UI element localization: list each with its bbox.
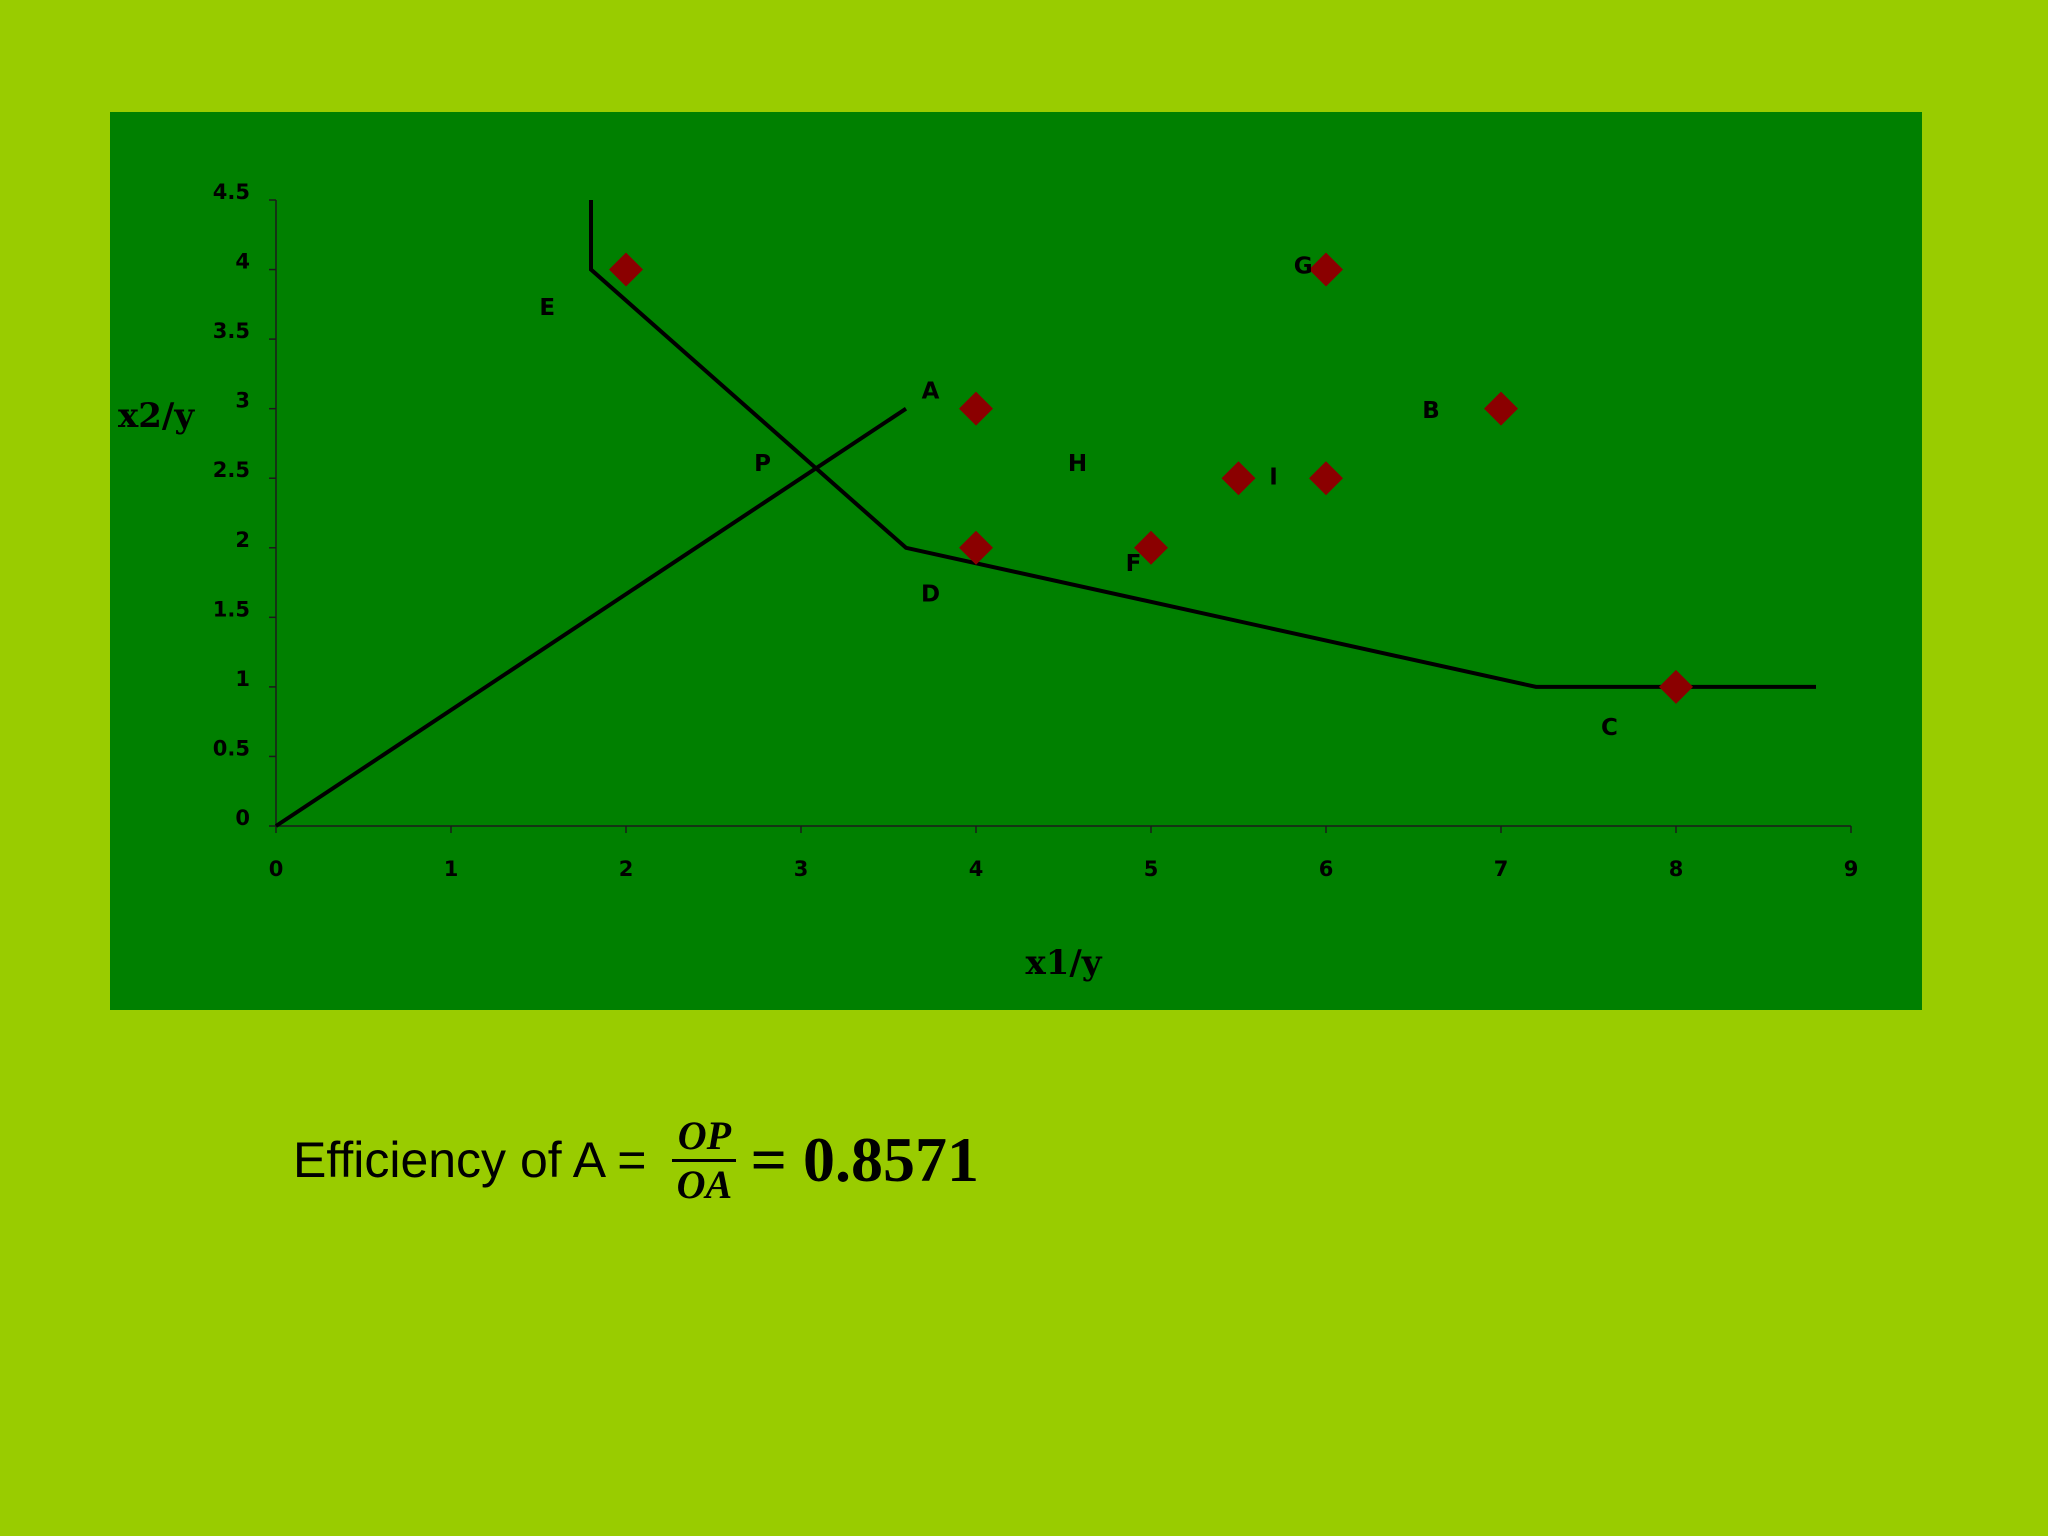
x-tick-label: 6 <box>1319 857 1334 881</box>
x-tick-label: 7 <box>1494 857 1509 881</box>
data-point-marker <box>1134 530 1168 565</box>
x-tick-label: 0 <box>269 857 284 881</box>
x-tick-label: 9 <box>1844 857 1859 881</box>
point-label: E <box>539 295 555 321</box>
data-point-marker <box>1309 252 1343 287</box>
point-label: B <box>1422 398 1440 424</box>
x-tick-label: 1 <box>444 857 459 881</box>
efficiency-frontier <box>589 200 1816 689</box>
data-point-marker <box>609 252 643 287</box>
x-tick-label: 2 <box>619 857 634 881</box>
fraction-denominator: OA <box>676 1161 733 1207</box>
y-axis-title: x2/y <box>118 396 195 436</box>
efficiency-chart: 0 1 2 3 4 5 6 7 8 9 0 0.5 1 1.5 2 2.5 3 3.5 4 4.5 x1/y x2/y E… <box>118 180 1858 983</box>
point-label: D <box>921 582 940 608</box>
x-tick-label: 8 <box>1669 857 1684 881</box>
point-labels: E A P H I G B D F C <box>539 253 1618 741</box>
point-label: F <box>1126 551 1142 577</box>
point-label: I <box>1269 465 1278 491</box>
axes: 0 1 2 3 4 5 6 7 8 9 0 0.5 1 1.5 2 2.5 3 3.5 4 4.5 x1/y x2/y <box>118 180 1858 983</box>
data-point-marker <box>1221 461 1256 496</box>
y-tick-label: 0 <box>235 806 250 830</box>
data-points <box>609 252 1693 704</box>
data-point-marker <box>1484 391 1518 426</box>
data-point-marker <box>1659 669 1693 704</box>
y-tick-label: 1 <box>235 667 250 691</box>
ray-to-a <box>274 406 908 828</box>
data-point-marker <box>1309 461 1343 496</box>
x-tick-label: 5 <box>1144 857 1159 881</box>
y-tick-label: 2.5 <box>213 458 250 482</box>
chart-lines <box>274 200 1816 828</box>
y-tick-label: 4.5 <box>213 180 250 204</box>
x-tick-label: 3 <box>794 857 809 881</box>
y-tick-label: 0.5 <box>213 736 250 760</box>
point-label: A <box>922 378 940 404</box>
x-tick-label: 4 <box>969 857 984 881</box>
efficiency-formula: Efficiency of A = OP OA = 0.8571 <box>293 1100 979 1220</box>
point-label: H <box>1068 451 1087 477</box>
y-tick-label: 3.5 <box>213 319 250 343</box>
y-tick-label: 4 <box>235 250 250 274</box>
y-tick-label: 2 <box>235 528 250 552</box>
point-label: G <box>1294 253 1313 279</box>
y-tick-label: 3 <box>235 389 250 413</box>
point-label: C <box>1601 715 1618 741</box>
formula-label: Efficiency of A = <box>293 1132 647 1188</box>
point-label: P <box>754 451 771 477</box>
fraction: OP OA <box>672 1112 737 1207</box>
fraction-numerator: OP <box>677 1112 732 1158</box>
fraction-bar <box>672 1158 737 1162</box>
formula-result: = 0.8571 <box>750 1124 979 1195</box>
data-point-marker <box>959 530 993 565</box>
data-point-marker <box>959 391 993 426</box>
y-tick-label: 1.5 <box>213 597 250 621</box>
chart-panel: 0 1 2 3 4 5 6 7 8 9 0 0.5 1 1.5 2 2.5 3 3.5 4 4.5 x1/y x2/y E… <box>110 112 1922 1010</box>
x-axis-title: x1/y <box>1025 943 1102 983</box>
